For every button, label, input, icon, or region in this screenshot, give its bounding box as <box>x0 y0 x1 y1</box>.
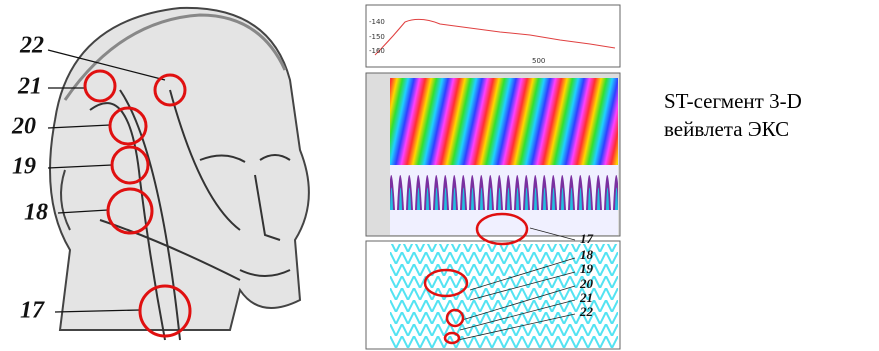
y-tick-label: -150 <box>369 33 385 41</box>
region-label: 20 <box>11 114 36 140</box>
region-label: 22 <box>19 33 44 59</box>
caption-line: вейвлета ЭКС <box>664 117 789 141</box>
scale-label: 19 <box>580 261 594 276</box>
region-label: 19 <box>12 154 36 180</box>
y-tick-label: -160 <box>369 47 385 55</box>
cyan-scalogram <box>365 212 621 350</box>
region-label: 21 <box>17 74 42 100</box>
y-tick-label: -140 <box>369 18 385 26</box>
callout-lines <box>47 49 166 313</box>
signal-plot: -140 -150 -160 500 <box>365 4 621 68</box>
wavelet-scalogram <box>365 72 621 237</box>
scale-label: 20 <box>579 276 594 291</box>
region-label: 18 <box>24 200 48 226</box>
highlight-circles <box>83 69 192 338</box>
x-tick-label: 500 <box>532 57 545 65</box>
scale-label: 18 <box>580 247 594 262</box>
caption-line: ST-сегмент 3-D <box>664 89 802 113</box>
scale-label: 22 <box>579 304 594 319</box>
region-label: 17 <box>20 298 45 324</box>
scale-label: 21 <box>579 290 593 305</box>
scale-label: 17 <box>580 231 594 246</box>
